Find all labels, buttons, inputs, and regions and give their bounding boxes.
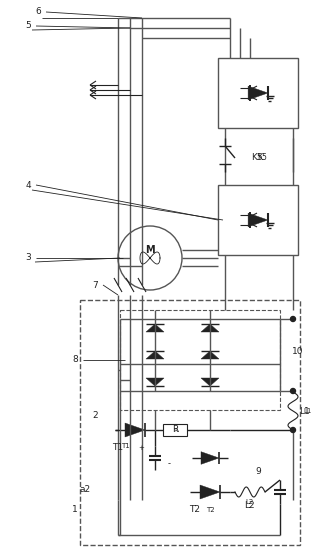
Text: L1: L1 xyxy=(300,406,310,415)
Bar xyxy=(218,185,298,255)
Polygon shape xyxy=(201,351,219,359)
Bar xyxy=(163,424,187,436)
Text: -: - xyxy=(167,459,171,468)
Text: R: R xyxy=(172,425,178,434)
Text: T2: T2 xyxy=(206,507,214,513)
Text: 9: 9 xyxy=(255,467,261,476)
Text: 4: 4 xyxy=(25,181,31,190)
Polygon shape xyxy=(201,324,219,332)
Text: K5: K5 xyxy=(251,153,263,162)
Circle shape xyxy=(290,428,295,433)
Polygon shape xyxy=(125,423,145,437)
Polygon shape xyxy=(201,452,219,465)
Text: T1: T1 xyxy=(113,443,124,452)
Text: 5: 5 xyxy=(25,21,31,31)
Circle shape xyxy=(290,389,295,394)
Text: 1: 1 xyxy=(72,505,78,514)
Text: T2: T2 xyxy=(190,505,200,514)
Text: R: R xyxy=(173,428,177,433)
Text: a2: a2 xyxy=(80,486,91,495)
Text: L2: L2 xyxy=(245,499,253,505)
Polygon shape xyxy=(201,378,219,386)
Text: +: + xyxy=(138,445,144,451)
Text: 8: 8 xyxy=(72,356,78,364)
Polygon shape xyxy=(146,324,164,332)
Text: L1: L1 xyxy=(303,408,311,414)
Polygon shape xyxy=(200,485,220,499)
Text: 10: 10 xyxy=(292,348,304,357)
Text: 2: 2 xyxy=(92,410,98,419)
Polygon shape xyxy=(248,213,268,227)
Bar xyxy=(120,310,280,410)
Text: 7: 7 xyxy=(92,281,98,290)
Bar xyxy=(218,58,298,128)
Polygon shape xyxy=(146,351,164,359)
Text: T1: T1 xyxy=(121,443,129,449)
Polygon shape xyxy=(248,86,268,100)
Circle shape xyxy=(290,316,295,321)
Text: K5: K5 xyxy=(257,154,267,163)
Text: 3: 3 xyxy=(25,253,31,263)
Text: L2: L2 xyxy=(244,501,254,510)
Text: M: M xyxy=(145,245,155,255)
Text: 6: 6 xyxy=(35,7,41,17)
Polygon shape xyxy=(146,378,164,386)
Bar xyxy=(80,300,300,545)
